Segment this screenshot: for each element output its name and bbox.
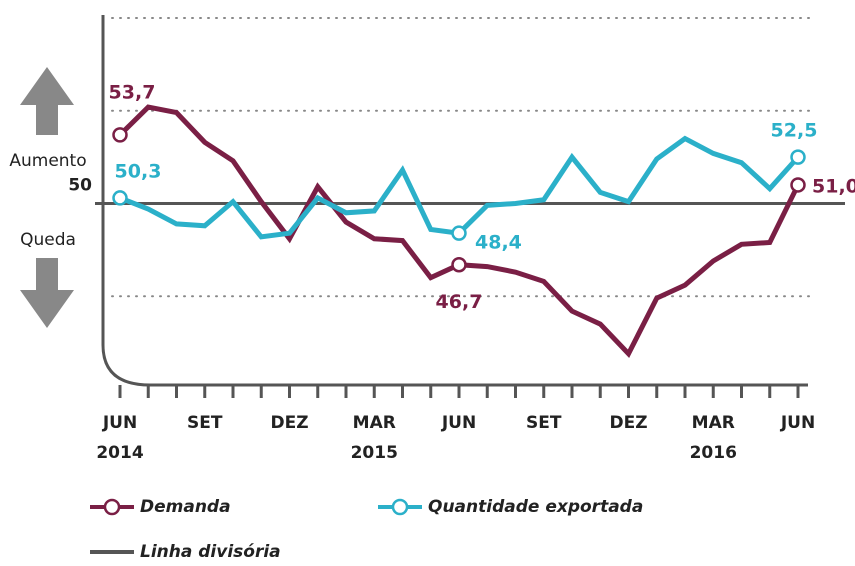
x-tick-label: MAR 2015 xyxy=(351,413,398,463)
value-label: 46,7 xyxy=(436,291,483,313)
legend-label: Demanda xyxy=(140,497,231,517)
up-arrow xyxy=(20,67,74,135)
point-marker xyxy=(451,225,467,241)
legend-label: Quantidade exportada xyxy=(428,497,643,517)
y-tick-label: 50 xyxy=(68,176,92,196)
point-marker xyxy=(451,256,467,273)
value-label: 53,7 xyxy=(109,81,156,103)
x-tick-label: DEZ xyxy=(609,413,647,433)
value-label: 51,0 xyxy=(812,175,855,197)
x-tick-label: JUN 2014 xyxy=(96,413,143,463)
x-tick-label: JUN xyxy=(780,413,815,433)
x-tick-label: SET xyxy=(526,413,562,433)
point-marker xyxy=(112,190,128,206)
value-label: 50,3 xyxy=(115,160,162,182)
down-arrow xyxy=(20,258,74,328)
point-marker xyxy=(112,127,128,143)
x-tick-label: JUN xyxy=(441,413,476,433)
axes xyxy=(101,15,808,387)
legend-marker xyxy=(391,498,409,516)
value-label: 48,4 xyxy=(475,232,522,254)
value-label: 52,5 xyxy=(771,120,818,142)
legend-marker xyxy=(103,498,121,516)
x-tick-label: DEZ xyxy=(270,413,308,433)
legend-label: Linha divisória xyxy=(140,542,281,562)
point-marker xyxy=(790,149,806,165)
up-label: Aumento xyxy=(9,151,86,171)
down-label: Queda xyxy=(20,230,76,250)
x-tick-label: SET xyxy=(187,413,223,433)
x-tick-label: MAR 2016 xyxy=(690,413,737,463)
point-marker xyxy=(790,177,806,193)
